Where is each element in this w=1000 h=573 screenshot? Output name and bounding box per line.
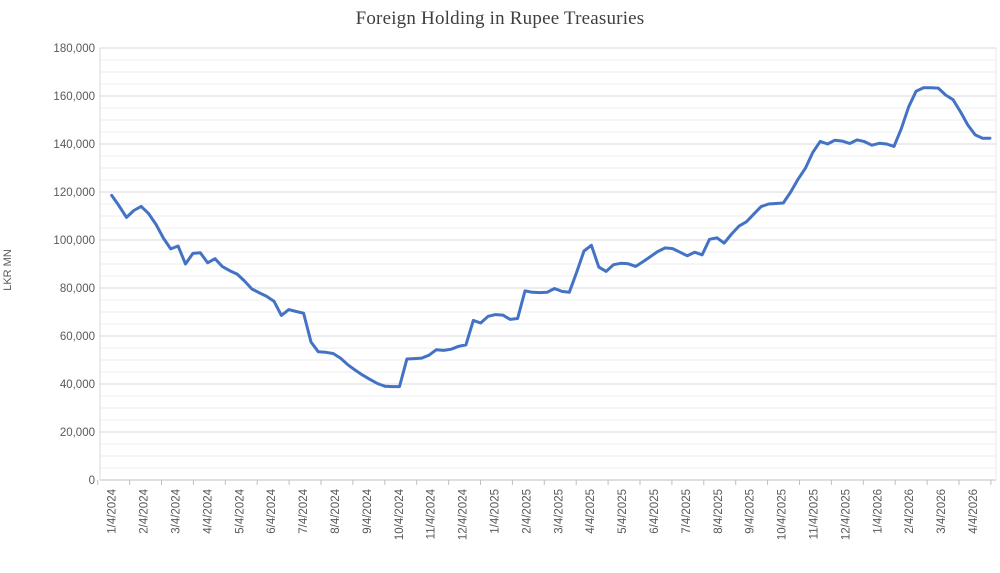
y-tick-label: 180,000: [53, 43, 95, 55]
y-tick-label: 120,000: [53, 187, 95, 199]
x-tick-label: 6/4/2025: [649, 489, 661, 534]
x-tick-label: 1/4/2026: [872, 489, 884, 534]
data-line-foreign-holding: [110, 86, 992, 389]
x-tick-label: 11/4/2024: [426, 488, 438, 539]
x-tick-label: 7/4/2025: [681, 489, 693, 534]
x-tick-label: 1/4/2024: [107, 488, 119, 533]
x-tick-label: 10/4/2025: [777, 489, 789, 540]
x-tick-label: 2/4/2025: [521, 489, 533, 534]
x-tick-label: 4/4/2026: [968, 489, 980, 534]
x-tick-label: 10/4/2024: [394, 488, 406, 540]
x-tick-label: 4/4/2024: [202, 488, 214, 533]
x-tick-label: 4/4/2025: [585, 489, 597, 534]
x-tick-label: 5/4/2024: [234, 488, 246, 533]
y-tick-label: 140,000: [53, 139, 95, 151]
x-tick-label: 3/4/2025: [553, 489, 565, 534]
x-tick-label: 8/4/2025: [713, 489, 725, 534]
x-tick-label: 11/4/2025: [809, 489, 821, 539]
x-tick-label: 12/4/2024: [458, 488, 470, 540]
x-tick-label: 12/4/2025: [840, 489, 852, 540]
y-tick-label: 100,000: [53, 235, 95, 247]
x-tick-label: 1/4/2025: [490, 489, 502, 534]
y-tick-label: 80,000: [60, 283, 95, 295]
x-tick-label: 8/4/2024: [330, 488, 342, 533]
x-tick-label: 2/4/2024: [139, 488, 151, 533]
y-tick-label: 0: [89, 475, 95, 487]
x-tick-label: 9/4/2025: [745, 489, 757, 534]
x-tick-label: 5/4/2025: [617, 489, 629, 534]
y-tick-label: 40,000: [60, 379, 95, 391]
x-tick-label: 6/4/2024: [266, 488, 278, 533]
chart-title: Foreign Holding in Rupee Treasuries: [355, 8, 645, 29]
x-tick-label: 3/4/2026: [936, 489, 948, 534]
y-tick-label: 20,000: [60, 427, 95, 439]
x-tick-label: 7/4/2024: [298, 488, 310, 533]
x-tick-label: 9/4/2024: [362, 488, 374, 533]
x-tick-label: 2/4/2026: [904, 489, 916, 534]
y-tick-label: 60,000: [60, 331, 95, 343]
x-tick-label: 3/4/2024: [171, 488, 183, 533]
y-tick-label: 160,000: [53, 91, 95, 103]
